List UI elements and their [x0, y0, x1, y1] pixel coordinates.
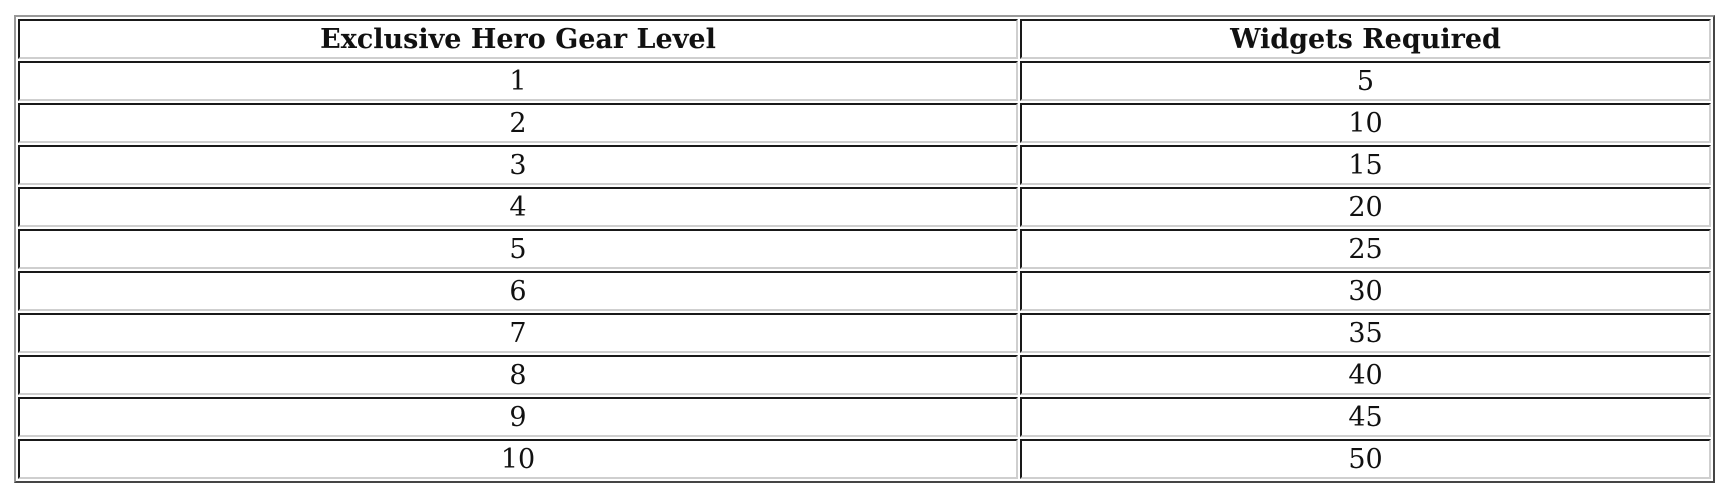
table-row: 2 10	[18, 103, 1711, 143]
widgets-required-cell: 30	[1020, 271, 1711, 311]
table-row: 10 50	[18, 439, 1711, 479]
widgets-required-cell: 35	[1020, 313, 1711, 353]
widgets-required-cell: 25	[1020, 229, 1711, 269]
gear-level-cell: 1	[18, 61, 1018, 101]
gear-widgets-table: Exclusive Hero Gear Level Widgets Requir…	[14, 15, 1715, 483]
widgets-required-cell: 15	[1020, 145, 1711, 185]
table-row: 3 15	[18, 145, 1711, 185]
widgets-required-cell: 20	[1020, 187, 1711, 227]
table-row: 5 25	[18, 229, 1711, 269]
gear-level-cell: 5	[18, 229, 1018, 269]
table-row: 8 40	[18, 355, 1711, 395]
header-row: Exclusive Hero Gear Level Widgets Requir…	[18, 19, 1711, 59]
widgets-required-cell: 45	[1020, 397, 1711, 437]
gear-level-cell: 3	[18, 145, 1018, 185]
gear-level-cell: 8	[18, 355, 1018, 395]
table-row: 6 30	[18, 271, 1711, 311]
gear-level-cell: 7	[18, 313, 1018, 353]
table-row: 9 45	[18, 397, 1711, 437]
table-row: 4 20	[18, 187, 1711, 227]
header-widgets-required: Widgets Required	[1020, 19, 1711, 59]
table-row: 7 35	[18, 313, 1711, 353]
gear-level-cell: 9	[18, 397, 1018, 437]
gear-level-cell: 2	[18, 103, 1018, 143]
gear-level-cell: 6	[18, 271, 1018, 311]
widgets-required-cell: 40	[1020, 355, 1711, 395]
widgets-required-cell: 5	[1020, 61, 1711, 101]
widgets-required-cell: 50	[1020, 439, 1711, 479]
gear-level-cell: 4	[18, 187, 1018, 227]
header-gear-level: Exclusive Hero Gear Level	[18, 19, 1018, 59]
gear-level-cell: 10	[18, 439, 1018, 479]
widgets-required-cell: 10	[1020, 103, 1711, 143]
